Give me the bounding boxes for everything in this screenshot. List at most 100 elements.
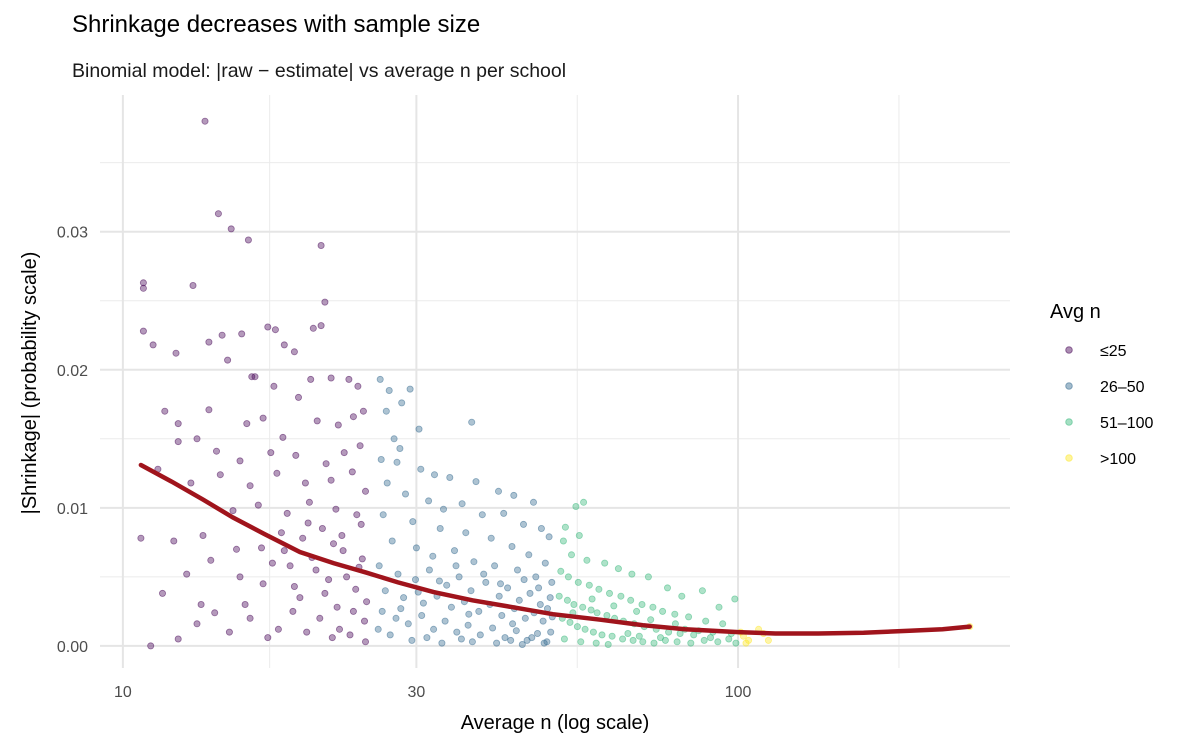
- data-point: [305, 498, 313, 506]
- data-point: [512, 627, 520, 635]
- data-point: [279, 433, 287, 441]
- data-point: [587, 606, 595, 614]
- data-point: [633, 607, 641, 615]
- data-point: [650, 639, 658, 647]
- data-point: [236, 573, 244, 581]
- data-point: [174, 420, 182, 428]
- data-point: [514, 566, 522, 574]
- data-point: [639, 638, 647, 646]
- data-point: [356, 442, 364, 450]
- points-layer: [137, 117, 974, 650]
- data-point: [583, 556, 591, 564]
- data-point: [417, 465, 425, 473]
- data-point: [644, 573, 652, 581]
- legend-title: Avg n: [1050, 301, 1101, 323]
- data-point: [394, 570, 402, 578]
- data-point: [335, 625, 343, 633]
- data-point: [585, 581, 593, 589]
- data-point: [521, 614, 529, 622]
- data-point: [205, 338, 213, 346]
- data-point: [425, 566, 433, 574]
- data-point: [438, 639, 446, 647]
- data-point: [560, 635, 568, 643]
- data-point: [321, 589, 329, 597]
- data-point: [453, 628, 461, 636]
- data-point: [487, 534, 495, 542]
- data-point: [259, 580, 267, 588]
- data-point: [283, 509, 291, 517]
- data-point: [436, 525, 444, 533]
- data-point: [496, 580, 504, 588]
- data-point: [664, 584, 672, 592]
- data-point: [307, 375, 315, 383]
- data-point: [588, 595, 596, 603]
- data-point: [294, 393, 302, 401]
- data-point: [147, 642, 155, 650]
- data-point: [457, 635, 465, 643]
- data-point: [419, 599, 427, 607]
- data-point: [139, 327, 147, 335]
- chart-title: Shrinkage decreases with sample size: [72, 11, 480, 38]
- data-point: [489, 624, 497, 632]
- data-point: [604, 641, 612, 649]
- data-point: [254, 501, 262, 509]
- data-point: [359, 407, 367, 415]
- data-point: [608, 632, 616, 640]
- data-point: [218, 331, 226, 339]
- data-point: [205, 406, 213, 414]
- data-point: [500, 509, 508, 517]
- data-point: [375, 562, 383, 570]
- data-point: [390, 435, 398, 443]
- data-point: [577, 638, 585, 646]
- data-point: [446, 473, 454, 481]
- data-point: [595, 585, 603, 593]
- data-point: [201, 117, 209, 125]
- data-point: [501, 634, 509, 642]
- legend-swatch-icon: [1065, 382, 1073, 390]
- data-point: [579, 603, 587, 611]
- data-point: [392, 614, 400, 622]
- data-point: [199, 532, 207, 540]
- data-point: [251, 373, 259, 381]
- data-point: [411, 576, 419, 584]
- data-point: [657, 634, 665, 642]
- y-axis-ticks: 0.00 0.01 0.02 0.03: [57, 225, 88, 656]
- data-point: [534, 630, 542, 638]
- x-axis-ticks: 10 30 100: [114, 684, 752, 701]
- data-point: [557, 567, 565, 575]
- data-point: [525, 551, 533, 559]
- data-point: [317, 322, 325, 330]
- data-point: [289, 607, 297, 615]
- data-point: [259, 414, 267, 422]
- data-point: [412, 544, 420, 552]
- data-point: [715, 603, 723, 611]
- data-point: [361, 638, 369, 646]
- data-point: [377, 455, 385, 463]
- data-point: [415, 425, 423, 433]
- data-point: [270, 382, 278, 390]
- data-point: [383, 479, 391, 487]
- data-point: [325, 576, 333, 584]
- data-point: [678, 592, 686, 600]
- data-point: [504, 584, 512, 592]
- data-point: [333, 603, 341, 611]
- data-point: [555, 592, 563, 600]
- data-point: [339, 547, 347, 555]
- data-point: [346, 631, 354, 639]
- data-point: [244, 236, 252, 244]
- data-point: [357, 520, 365, 528]
- data-point: [268, 559, 276, 567]
- data-point: [472, 478, 480, 486]
- data-point: [649, 603, 657, 611]
- data-point: [338, 532, 346, 540]
- data-point: [520, 576, 528, 584]
- x-tick-label: 100: [725, 684, 752, 701]
- data-point: [149, 341, 157, 349]
- data-point: [404, 620, 412, 628]
- data-point: [246, 482, 254, 490]
- data-point: [545, 533, 553, 541]
- data-point: [447, 603, 455, 611]
- data-point: [361, 487, 369, 495]
- x-tick-label: 30: [407, 684, 425, 701]
